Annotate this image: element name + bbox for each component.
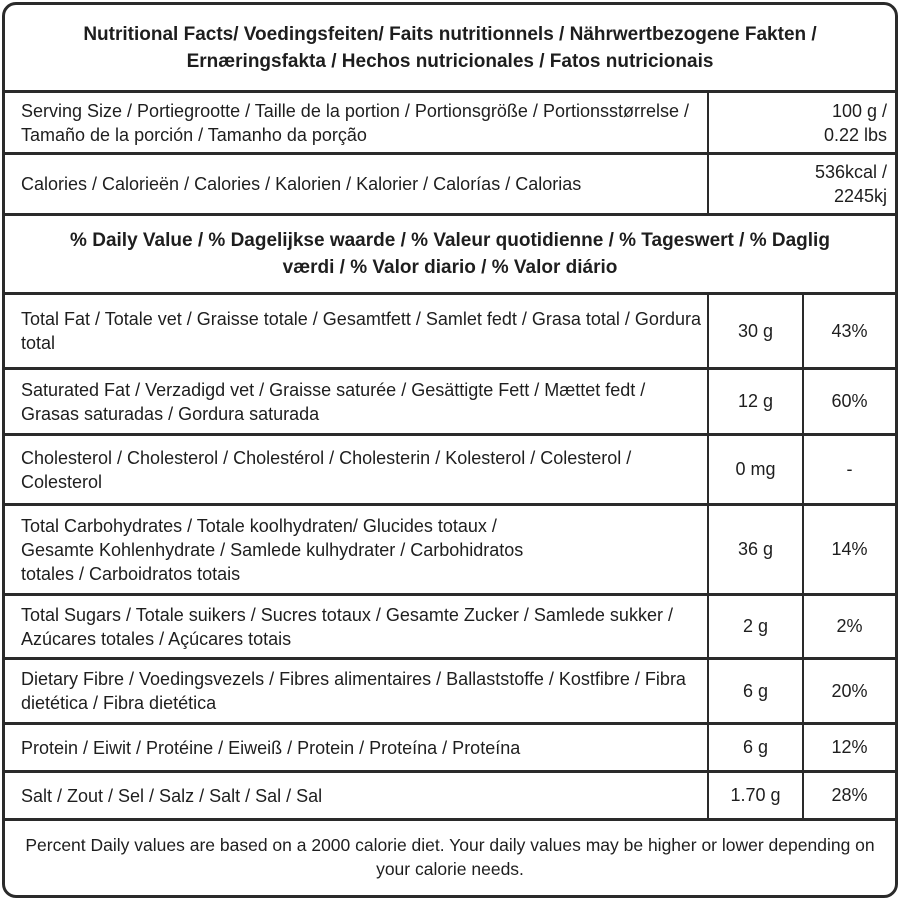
- nutrient-row: Cholesterol / Cholesterol / Cholestérol …: [5, 433, 895, 503]
- nutrient-amount: 36 g: [707, 506, 802, 593]
- serving-value-lbs: 0.22 lbs: [823, 124, 887, 145]
- nutrient-label: Protein / Eiwit / Protéine / Eiweiß / Pr…: [21, 737, 521, 758]
- nutrient-label: Dietary Fibre / Voedingsvezels / Fibres …: [21, 669, 686, 713]
- nutrient-percent: 2%: [802, 596, 895, 657]
- footnote-row: Percent Daily values are based on a 2000…: [5, 818, 895, 892]
- nutrient-row: Total Sugars / Totale suikers / Sucres t…: [5, 593, 895, 657]
- nutrient-amount: 1.70 g: [707, 773, 802, 818]
- calories-label: Calories / Calorieën / Calories / Kalori…: [21, 174, 582, 194]
- calories-row: Calories / Calorieën / Calories / Kalori…: [5, 152, 895, 213]
- footnote: Percent Daily values are based on a 2000…: [25, 834, 875, 879]
- serving-value: 100 g / 0.22 lbs: [707, 93, 895, 152]
- serving-label: Serving Size / Portiegrootte / Taille de…: [21, 100, 689, 145]
- nutrient-label: Cholesterol / Cholesterol / Cholestérol …: [21, 447, 632, 492]
- nutrient-percent: 28%: [802, 773, 895, 818]
- nutrient-amount: 0 mg: [707, 436, 802, 503]
- nutrient-amount: 30 g: [707, 295, 802, 367]
- nutrient-label: Saturated Fat / Verzadigd vet / Graisse …: [21, 379, 646, 424]
- daily-value-header: % Daily Value / % Dagelijkse waarde / % …: [70, 230, 830, 278]
- nutrient-row: Total Fat / Totale vet / Graisse totale …: [5, 292, 895, 367]
- nutrient-percent: -: [802, 436, 895, 503]
- calories-value: 536kcal / 2245kj: [707, 155, 895, 213]
- nutrient-percent: 14%: [802, 506, 895, 593]
- nutrient-percent: 20%: [802, 660, 895, 722]
- nutrient-row: Salt / Zout / Sel / Salz / Salt / Sal / …: [5, 770, 895, 818]
- nutrient-percent: 12%: [802, 725, 895, 770]
- nutrient-row: Protein / Eiwit / Protéine / Eiweiß / Pr…: [5, 722, 895, 770]
- nutrient-label: Total Carbohydrates / Totale koolhydrate…: [21, 515, 524, 584]
- daily-value-header-row: % Daily Value / % Dagelijkse waarde / % …: [5, 213, 895, 292]
- nutrient-amount: 6 g: [707, 660, 802, 722]
- nutrient-label: Salt / Zout / Sel / Salz / Salt / Sal / …: [21, 785, 323, 806]
- serving-row: Serving Size / Portiegrootte / Taille de…: [5, 90, 895, 152]
- nutrient-row: Dietary Fibre / Voedingsvezels / Fibres …: [5, 657, 895, 722]
- calories-kcal: 536kcal /: [814, 162, 887, 182]
- nutrient-row: Saturated Fat / Verzadigd vet / Graisse …: [5, 367, 895, 433]
- nutrient-amount: 12 g: [707, 370, 802, 433]
- calories-kj: 2245kj: [833, 186, 887, 206]
- nutrient-amount: 2 g: [707, 596, 802, 657]
- label-title: Nutritional Facts/ Voedingsfeiten/ Faits…: [83, 23, 817, 72]
- serving-value-g: 100 g /: [831, 100, 887, 121]
- nutrient-percent: 43%: [802, 295, 895, 367]
- nutrient-label: Total Fat / Totale vet / Graisse totale …: [21, 309, 701, 353]
- nutrient-label: Total Sugars / Totale suikers / Sucres t…: [21, 604, 673, 649]
- nutrient-percent: 60%: [802, 370, 895, 433]
- title-row: Nutritional Facts/ Voedingsfeiten/ Faits…: [5, 5, 895, 90]
- nutrient-row: Total Carbohydrates / Totale koolhydrate…: [5, 503, 895, 593]
- nutrient-amount: 6 g: [707, 725, 802, 770]
